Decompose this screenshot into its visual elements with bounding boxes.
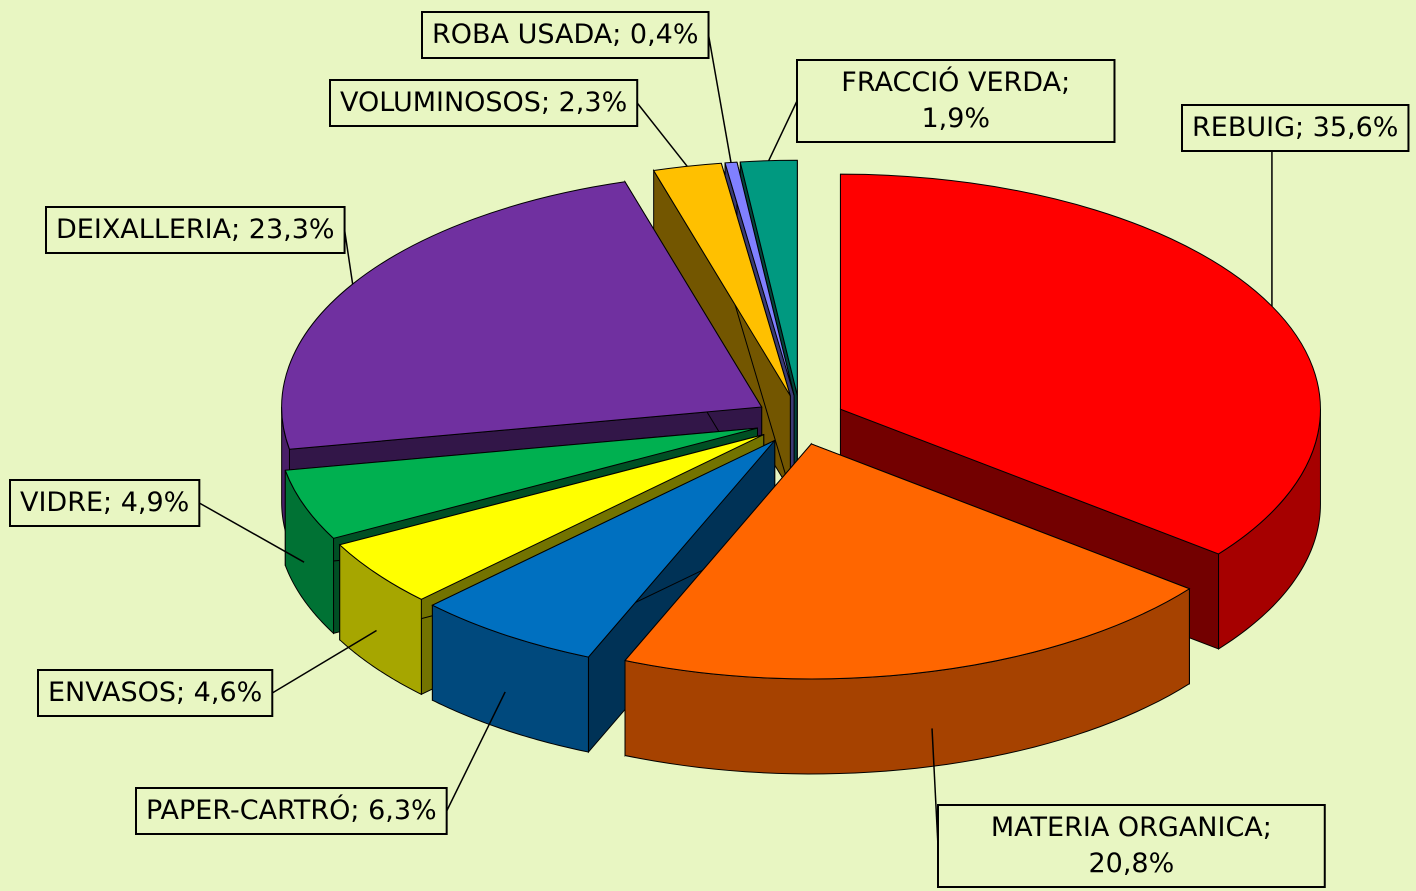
- leader-line: [768, 100, 798, 162]
- slice-top: [338, 434, 764, 600]
- data-label: MATERIA ORGANICA; 20,8%: [991, 812, 1272, 879]
- label-line: ROBA USADA; 0,4%: [432, 19, 699, 50]
- data-label: VIDRE; 4,9%: [20, 487, 189, 518]
- data-label: FRACCIÓ VERDA; 1,9%: [841, 66, 1070, 134]
- label-box: [45, 206, 346, 254]
- data-label: PAPER-CARTRÓ; 6,3%: [146, 794, 437, 826]
- label-line: FRACCIÓ VERDA;: [841, 66, 1070, 98]
- label-line: DEIXALLERIA; 23,3%: [56, 214, 335, 245]
- data-label: VOLUMINOSOS; 2,3%: [340, 87, 627, 118]
- label-box: [135, 787, 448, 835]
- label-line: ENVASOS; 4,6%: [48, 677, 262, 708]
- leader-line: [343, 229, 354, 285]
- data-label: REBUIG; 35,6%: [1192, 112, 1398, 143]
- label-line: 20,8%: [1088, 848, 1174, 879]
- slice-top: [281, 181, 763, 450]
- leader-line: [636, 102, 688, 167]
- label-box: [329, 79, 639, 127]
- slice-top: [431, 440, 776, 658]
- leader-line: [198, 502, 305, 563]
- leader-line: [445, 691, 506, 812]
- label-line: PAPER-CARTRÓ; 6,3%: [146, 794, 437, 826]
- label-box: [796, 59, 1116, 143]
- data-label: ENVASOS; 4,6%: [48, 677, 262, 708]
- slice-top: [652, 162, 791, 397]
- label-line: VOLUMINOSOS; 2,3%: [340, 87, 627, 118]
- slice-top: [624, 443, 1191, 680]
- label-box: [937, 804, 1326, 888]
- slice-top: [839, 173, 1321, 555]
- data-label: DEIXALLERIA; 23,3%: [56, 214, 335, 245]
- slice: [624, 442, 1191, 775]
- label-box: [37, 669, 274, 717]
- slice-top: [739, 159, 798, 396]
- label-line: MATERIA ORGANICA;: [991, 812, 1272, 843]
- label-line: 1,9%: [921, 103, 990, 134]
- label-line: REBUIG; 35,6%: [1192, 112, 1398, 143]
- data-label: ROBA USADA; 0,4%: [432, 19, 699, 50]
- label-box: [1181, 104, 1410, 152]
- label-line: VIDRE; 4,9%: [20, 487, 189, 518]
- leader-line: [931, 728, 939, 847]
- slice-top: [284, 427, 758, 539]
- leader-line: [707, 34, 732, 163]
- label-box: [9, 479, 201, 527]
- leader-line: [271, 629, 377, 694]
